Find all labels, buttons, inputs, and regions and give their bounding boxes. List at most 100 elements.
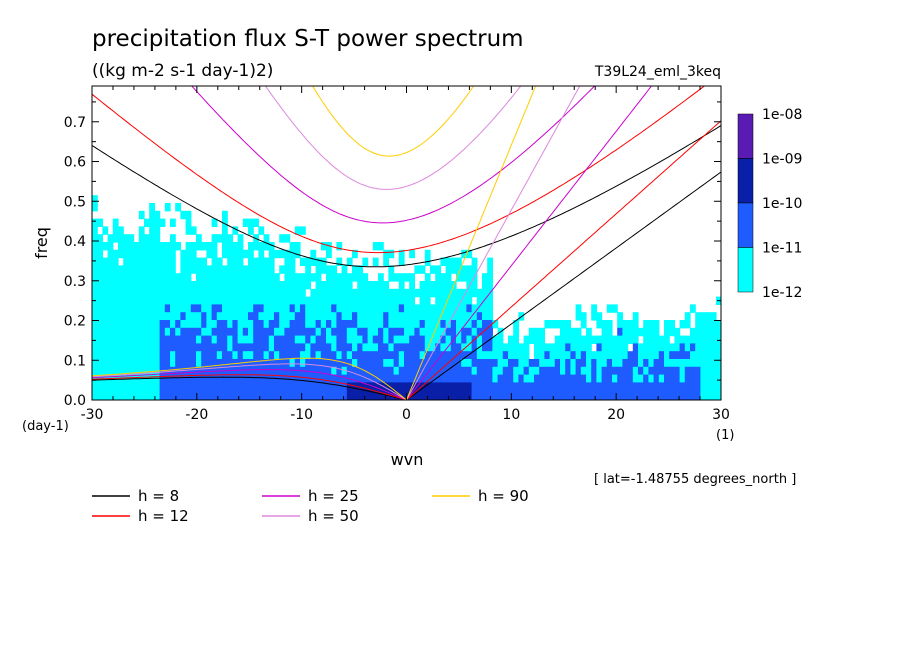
power-cell	[253, 351, 259, 360]
power-cell	[690, 327, 696, 337]
power-cell	[378, 359, 384, 368]
power-cell	[206, 296, 213, 305]
power-cell	[346, 257, 353, 266]
power-cell	[227, 351, 233, 360]
power-cell	[461, 390, 467, 399]
power-cell	[201, 296, 207, 305]
power-cell	[513, 359, 519, 368]
power-cell	[419, 288, 426, 298]
power-cell	[190, 343, 197, 352]
power-cell	[268, 359, 275, 368]
power-cell	[393, 359, 400, 368]
power-cell	[716, 398, 721, 400]
power-cell	[658, 398, 665, 400]
power-cell	[440, 281, 447, 290]
power-cell	[643, 382, 649, 391]
power-cell	[674, 359, 681, 368]
power-cell	[664, 382, 670, 391]
power-cell	[612, 390, 618, 399]
power-cell	[185, 273, 192, 282]
power-cell	[627, 351, 634, 360]
power-cell	[456, 390, 462, 399]
power-cell	[575, 374, 582, 383]
power-cell	[248, 312, 254, 321]
power-cell	[97, 366, 103, 376]
power-cell	[159, 304, 166, 313]
power-cell	[705, 390, 712, 399]
power-cell	[227, 398, 233, 400]
power-cell	[357, 320, 363, 329]
power-cell	[570, 359, 577, 368]
power-cell	[268, 390, 275, 399]
power-cell	[216, 343, 223, 352]
power-cell	[268, 304, 275, 313]
power-cell	[575, 382, 582, 391]
power-cell	[352, 359, 358, 368]
power-cell	[190, 382, 197, 391]
power-cell	[570, 398, 577, 400]
power-cell	[393, 382, 400, 391]
power-cell	[102, 398, 109, 400]
power-cell	[705, 366, 712, 376]
power-cell	[284, 288, 291, 298]
power-cell	[274, 249, 280, 259]
power-cell	[263, 234, 270, 243]
power-cell	[263, 335, 270, 344]
power-cell	[617, 359, 623, 368]
power-cell	[648, 382, 655, 391]
power-cell	[310, 366, 317, 376]
power-cell	[112, 374, 119, 383]
power-cell	[674, 351, 681, 360]
power-cell	[180, 304, 187, 313]
power-cell	[164, 203, 171, 212]
power-cell	[253, 390, 259, 399]
power-cell	[336, 312, 343, 321]
power-cell	[253, 359, 259, 368]
power-cell	[476, 327, 483, 337]
power-cell	[268, 249, 275, 259]
power-cell	[138, 288, 145, 298]
power-cell	[222, 359, 228, 368]
power-cell	[716, 382, 721, 391]
power-cell	[164, 366, 171, 376]
power-cell	[211, 281, 218, 290]
power-cell	[170, 296, 176, 305]
power-cell	[102, 359, 109, 368]
power-cell	[149, 304, 155, 313]
power-cell	[388, 374, 395, 383]
power-cell	[92, 382, 98, 391]
power-cell	[430, 320, 436, 329]
power-cell	[112, 249, 119, 259]
power-cell	[185, 296, 192, 305]
power-cell	[367, 327, 374, 337]
power-cell	[123, 304, 129, 313]
power-cell	[591, 312, 597, 321]
power-cell	[638, 398, 644, 400]
power-cell	[372, 296, 379, 305]
power-cell	[492, 343, 499, 352]
power-cell	[149, 218, 155, 227]
power-cell	[534, 343, 540, 352]
power-cell	[560, 343, 566, 352]
power-cell	[190, 265, 197, 274]
power-cell	[367, 374, 374, 383]
power-cell	[107, 351, 114, 360]
power-cell	[268, 320, 275, 329]
power-cell	[554, 359, 561, 368]
power-cell	[539, 335, 545, 344]
power-cell	[92, 195, 98, 204]
power-cell	[445, 296, 452, 305]
power-cell	[632, 335, 639, 344]
power-cell	[482, 335, 488, 344]
power-cell	[118, 312, 124, 321]
power-cell	[190, 351, 197, 360]
power-cell	[388, 343, 395, 352]
power-cell	[175, 320, 181, 329]
power-cell	[336, 296, 343, 305]
dispersion-curve-er	[92, 374, 407, 400]
power-cell	[300, 374, 306, 383]
power-cell	[430, 327, 436, 337]
power-cell	[253, 382, 259, 391]
power-cell	[196, 288, 202, 298]
power-cell	[97, 234, 103, 243]
